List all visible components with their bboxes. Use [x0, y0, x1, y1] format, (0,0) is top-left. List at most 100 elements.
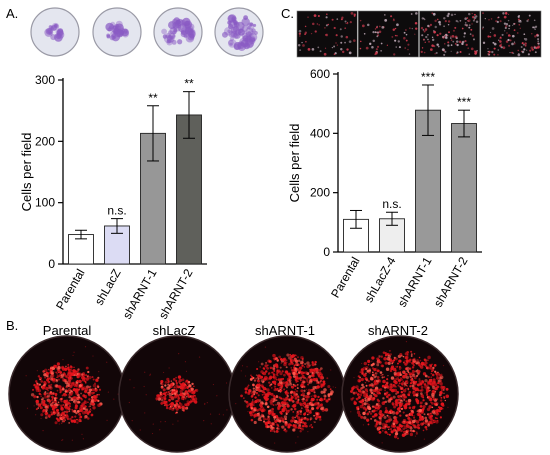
- signal-dot: [50, 374, 54, 378]
- signal-dot: [60, 412, 65, 416]
- cell-dot: [394, 34, 397, 37]
- signal-dot: [379, 419, 382, 422]
- signal-dot: [294, 384, 297, 388]
- signal-dot: [402, 380, 405, 383]
- signal-dot: [252, 383, 255, 387]
- signal-dot: [283, 398, 287, 402]
- cell-dot: [529, 49, 532, 52]
- signal-dot: [283, 361, 287, 365]
- signal-dot: [367, 359, 371, 363]
- signal-dot: [378, 430, 382, 434]
- signal-dot: [437, 371, 439, 374]
- cell-dot: [437, 45, 440, 48]
- signal-dot: [382, 397, 385, 400]
- cell-dot: [436, 43, 439, 46]
- signal-dot: [309, 409, 312, 413]
- signal-dot: [388, 428, 390, 430]
- signal-dot: [178, 405, 180, 408]
- chart-c-ytick-label: 200: [310, 186, 330, 200]
- cell-dot: [450, 35, 452, 37]
- signal-dot: [47, 414, 51, 418]
- stain-spot: [229, 42, 233, 47]
- cell-dot: [513, 41, 516, 43]
- cell-dot: [427, 24, 430, 28]
- signal-dot: [35, 388, 40, 393]
- signal-dot: [311, 426, 314, 429]
- signal-dot: [305, 398, 309, 401]
- signal-dot: [251, 399, 254, 401]
- cell-dot: [325, 24, 328, 27]
- cell-dot: [473, 16, 477, 20]
- signal-dot: [377, 357, 380, 359]
- cell-dot: [518, 20, 521, 23]
- signal-dot: [46, 407, 49, 410]
- background-dot: [295, 355, 298, 357]
- signal-dot: [435, 387, 438, 389]
- cell-dot: [519, 27, 521, 29]
- cell-dot: [299, 35, 301, 37]
- background-dot: [56, 366, 58, 368]
- cell-dot: [455, 40, 459, 43]
- signal-dot: [378, 360, 381, 363]
- background-dot: [350, 411, 352, 413]
- signal-dot: [307, 376, 310, 379]
- cell-dot: [421, 34, 424, 37]
- signal-dot: [283, 373, 286, 377]
- cell-dot: [524, 42, 527, 45]
- signal-dot: [87, 374, 89, 377]
- signal-dot: [322, 380, 326, 384]
- signal-dot: [307, 409, 310, 411]
- signal-dot: [50, 413, 53, 416]
- cell-dot: [512, 24, 514, 26]
- signal-dot: [365, 384, 368, 387]
- signal-dot: [274, 431, 276, 433]
- signal-dot: [419, 389, 422, 392]
- cell-dot: [509, 35, 512, 37]
- signal-dot: [283, 429, 286, 432]
- signal-dot: [269, 393, 272, 396]
- signal-dot: [184, 404, 187, 407]
- cell-dot: [490, 18, 493, 20]
- signal-dot: [299, 410, 302, 414]
- signal-dot: [382, 351, 386, 354]
- signal-dot: [87, 375, 92, 380]
- cell-dot: [487, 52, 490, 56]
- signal-dot: [367, 397, 371, 401]
- signal-dot: [302, 404, 305, 407]
- signal-dot: [262, 367, 265, 370]
- background-dot: [206, 402, 208, 404]
- cell-dot: [488, 50, 491, 54]
- cell-dot: [444, 34, 447, 36]
- signal-dot: [302, 359, 304, 361]
- cell-dot: [467, 47, 469, 49]
- signal-dot: [436, 385, 439, 388]
- cell-dot: [340, 48, 343, 51]
- signal-dot: [369, 394, 373, 398]
- signal-dot: [357, 378, 361, 383]
- cell-dot: [438, 23, 442, 26]
- signal-dot: [402, 396, 406, 400]
- signal-dot: [275, 403, 278, 406]
- signal-dot: [47, 368, 50, 371]
- signal-dot: [320, 403, 323, 407]
- signal-dot: [376, 406, 380, 410]
- signal-dot: [308, 379, 313, 383]
- signal-dot: [432, 385, 436, 390]
- background-dot: [92, 355, 94, 357]
- signal-dot: [406, 432, 409, 435]
- signal-dot: [359, 371, 361, 373]
- cell-dot: [505, 23, 509, 26]
- signal-dot: [403, 425, 405, 427]
- signal-dot: [257, 377, 260, 381]
- background-dot: [145, 394, 147, 396]
- cell-dot: [482, 12, 484, 14]
- background-dot: [184, 361, 187, 363]
- signal-dot: [303, 401, 307, 405]
- signal-dot: [269, 378, 271, 381]
- signal-dot: [262, 417, 266, 421]
- signal-dot: [279, 366, 282, 369]
- signal-dot: [301, 386, 304, 389]
- signal-dot: [57, 401, 60, 404]
- cell-dot: [448, 31, 450, 34]
- signal-dot: [383, 356, 387, 361]
